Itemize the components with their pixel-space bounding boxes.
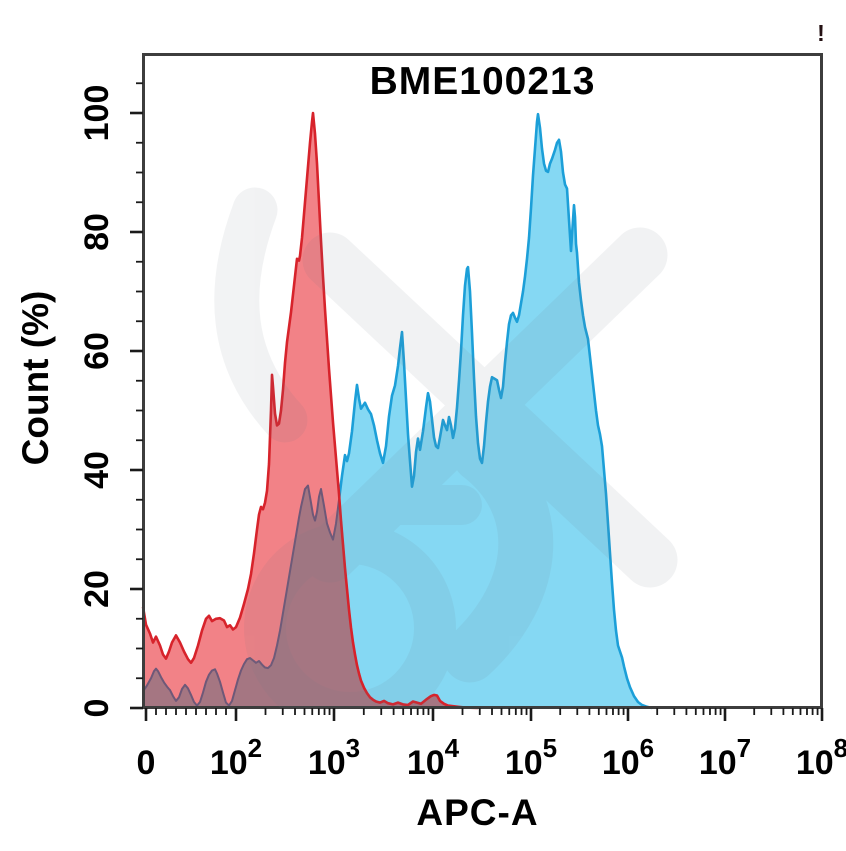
y-tick-label: 40 xyxy=(78,451,116,489)
x-tick-label: 108 xyxy=(796,733,846,782)
y-axis-title: Count (%) xyxy=(15,290,56,466)
watermark-logo xyxy=(214,187,678,708)
alert-exclamation-icon: ! xyxy=(817,20,825,46)
y-tick-label: 20 xyxy=(78,570,116,608)
x-tick-label: 0 xyxy=(137,744,156,782)
x-tick-label: 105 xyxy=(505,733,557,782)
y-tick-label: 0 xyxy=(78,699,116,718)
y-tick-label: 100 xyxy=(78,85,116,142)
x-tick-label: 103 xyxy=(308,733,360,782)
x-tick-label: 104 xyxy=(407,733,460,782)
x-tick-label: 107 xyxy=(699,733,751,782)
blue-histogram-area xyxy=(143,114,652,708)
x-tick-label: 106 xyxy=(602,733,654,782)
x-axis-title: APC-A xyxy=(416,792,539,833)
red-histogram-outline xyxy=(141,111,479,710)
y-tick-label: 60 xyxy=(78,332,116,370)
plot-frame xyxy=(142,53,823,709)
y-tick-label: 80 xyxy=(78,213,116,251)
chart-title: BME100213 xyxy=(369,60,596,103)
red-histogram-area xyxy=(143,113,478,708)
x-tick-label: 102 xyxy=(210,733,262,782)
